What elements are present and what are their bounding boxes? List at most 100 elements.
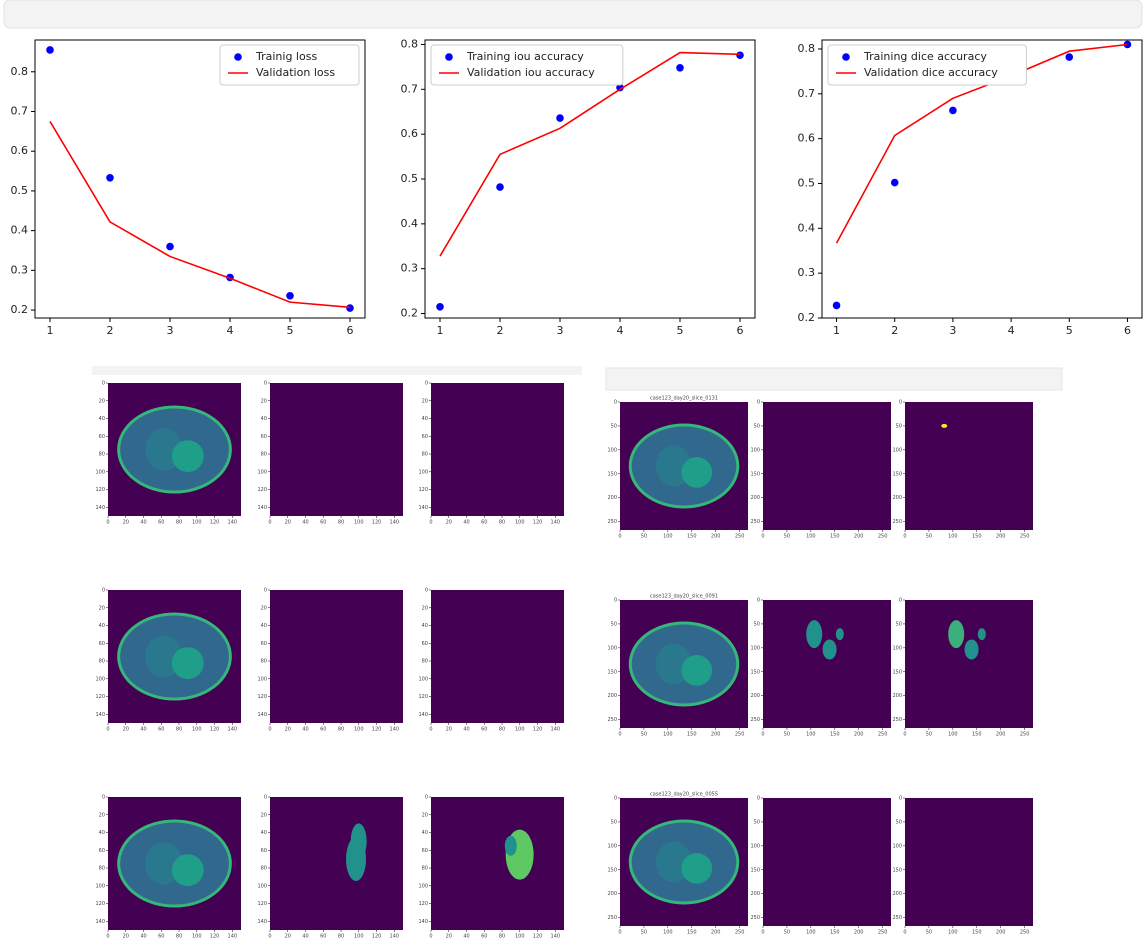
x-tick-label: 60 (320, 727, 326, 733)
x-tick-label: 40 (140, 727, 146, 733)
x-tick-label: 40 (463, 727, 469, 733)
y-tick-label: 0.5 (798, 176, 816, 189)
x-tick-label: 50 (641, 732, 647, 738)
x-tick-label: 40 (302, 934, 308, 938)
x-tick-label: 1 (47, 324, 54, 337)
x-tick-label: 150 (687, 930, 697, 936)
line (835, 43, 1128, 244)
y-tick-label: 100 (95, 676, 105, 682)
x-tick-label: 60 (158, 934, 164, 938)
x-tick-label: 0 (618, 732, 621, 738)
x-tick-label: 0 (268, 727, 271, 733)
y-tick-label: 140 (418, 919, 428, 925)
x-tick-label: 1 (437, 324, 444, 337)
y-tick-label: 100 (95, 469, 105, 475)
y-tick-label: 100 (607, 447, 617, 453)
scan-organ (171, 854, 204, 887)
y-tick-label: 100 (418, 676, 428, 682)
y-tick-label: 0 (757, 598, 760, 604)
x-tick-label: 250 (1020, 534, 1030, 540)
y-tick-label: 150 (750, 471, 760, 477)
y-tick-label: 0 (264, 588, 267, 594)
x-tick-label: 5 (287, 324, 294, 337)
y-tick-label: 50 (611, 423, 617, 429)
y-tick-label: 80 (99, 659, 105, 665)
y-tick-label: 0 (264, 381, 267, 387)
x-tick-label: 150 (687, 732, 697, 738)
point (832, 301, 841, 310)
legend-label: Validation loss (256, 66, 335, 79)
x-tick-label: 140 (228, 934, 238, 938)
x-tick-label: 0 (429, 934, 432, 938)
y-tick-label: 100 (257, 676, 267, 682)
y-tick-label: 20 (261, 398, 267, 404)
y-tick-label: 50 (896, 621, 902, 627)
y-tick-label: 0.8 (798, 42, 816, 55)
y-tick-label: 150 (750, 669, 760, 675)
image-title: case123_day20_slice_0091 (650, 594, 718, 600)
x-tick-label: 20 (285, 934, 291, 938)
x-tick-label: 0 (903, 732, 906, 738)
point (106, 174, 114, 182)
y-tick-label: 100 (95, 883, 105, 889)
x-tick-label: 140 (228, 727, 238, 733)
x-tick-label: 80 (338, 520, 344, 526)
y-tick-label: 150 (607, 669, 617, 675)
x-tick-label: 20 (446, 934, 452, 938)
y-tick-label: 80 (261, 452, 267, 458)
y-tick-label: 60 (261, 641, 267, 647)
point (890, 178, 899, 187)
y-tick-label: 80 (99, 866, 105, 872)
y-tick-label: 0 (102, 381, 105, 387)
y-tick-label: 100 (607, 645, 617, 651)
y-tick-label: 50 (896, 423, 902, 429)
x-tick-label: 80 (338, 727, 344, 733)
y-tick-label: 200 (750, 495, 760, 501)
legend-swatch (842, 53, 850, 61)
y-tick-label: 120 (257, 901, 267, 907)
legend-label: Validation dice accuracy (864, 66, 998, 79)
y-tick-label: 50 (896, 819, 902, 825)
x-tick-label: 50 (641, 534, 647, 540)
y-tick-label: 250 (892, 915, 902, 921)
x-tick-label: 120 (210, 934, 220, 938)
y-tick-label: 200 (750, 891, 760, 897)
x-tick-label: 6 (1124, 324, 1131, 337)
y-tick-label: 0.3 (11, 263, 29, 276)
x-tick-label: 60 (481, 934, 487, 938)
y-tick-label: 120 (95, 901, 105, 907)
legend-box (219, 44, 360, 86)
y-tick-label: 0.5 (401, 172, 419, 185)
y-tick-label: 100 (418, 883, 428, 889)
x-tick-label: 20 (123, 520, 129, 526)
x-tick-label: 140 (390, 520, 400, 526)
image-panel (763, 402, 891, 530)
y-tick-label: 100 (750, 645, 760, 651)
x-tick-label: 0 (618, 534, 621, 540)
x-tick-label: 0 (429, 727, 432, 733)
x-tick-label: 3 (949, 324, 956, 337)
y-tick-label: 20 (99, 812, 105, 818)
legend-label: Training dice accuracy (863, 50, 987, 63)
x-tick-label: 50 (784, 930, 790, 936)
y-tick-label: 0 (757, 400, 760, 406)
x-tick-label: 100 (515, 934, 525, 938)
y-tick-label: 40 (261, 623, 267, 629)
y-tick-label: 250 (607, 717, 617, 723)
legend-box (430, 44, 624, 86)
x-tick-label: 250 (735, 732, 745, 738)
y-tick-label: 80 (422, 659, 428, 665)
x-tick-label: 40 (463, 934, 469, 938)
x-tick-label: 60 (481, 727, 487, 733)
y-tick-label: 50 (611, 621, 617, 627)
line (439, 51, 741, 257)
x-tick-label: 250 (1020, 732, 1030, 738)
y-tick-label: 250 (892, 519, 902, 525)
x-tick-label: 100 (806, 930, 816, 936)
y-tick-label: 0.4 (798, 221, 816, 234)
x-tick-label: 100 (663, 930, 673, 936)
y-tick-label: 80 (99, 452, 105, 458)
x-tick-label: 150 (830, 930, 840, 936)
y-tick-label: 0 (757, 796, 760, 802)
x-tick-label: 50 (784, 732, 790, 738)
